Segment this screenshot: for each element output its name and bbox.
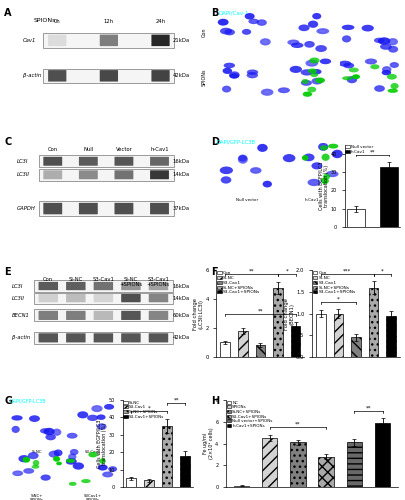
Text: D: D xyxy=(210,137,218,147)
Text: G: G xyxy=(4,396,12,406)
Text: DAPI/GFP-LC3B: DAPI/GFP-LC3B xyxy=(10,399,46,404)
Text: Con: Con xyxy=(201,27,206,36)
Text: F: F xyxy=(210,266,217,276)
Text: DAPI/Cav-1: DAPI/Cav-1 xyxy=(218,10,248,16)
Text: E: E xyxy=(4,266,11,276)
Text: DAPI/GFP-LC3B: DAPI/GFP-LC3B xyxy=(216,140,255,145)
Text: B: B xyxy=(210,8,217,18)
Text: SPIONs: SPIONs xyxy=(201,68,206,86)
Text: A: A xyxy=(4,8,11,18)
Text: H: H xyxy=(210,396,218,406)
Text: C: C xyxy=(4,137,11,147)
